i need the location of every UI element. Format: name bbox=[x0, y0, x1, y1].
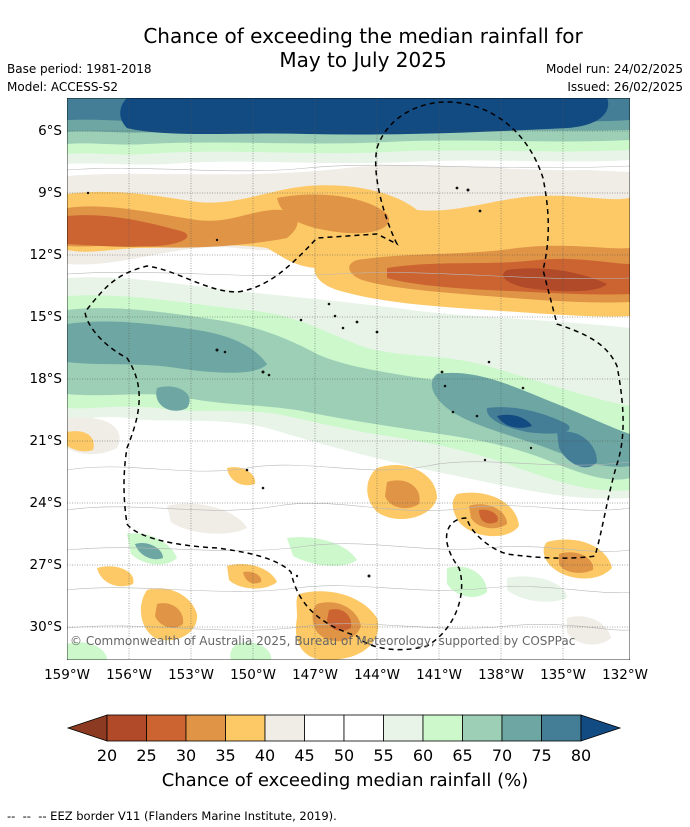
lon-label-153w: 153°W bbox=[168, 667, 214, 683]
colorbar-bin-above-80 bbox=[580, 714, 622, 742]
colorbar-bin-below-20 bbox=[66, 714, 108, 742]
colorbar-tick-75: 75 bbox=[531, 746, 552, 765]
eez-border bbox=[84, 101, 624, 651]
title-line-1: Chance of exceeding the median rainfall … bbox=[143, 24, 583, 48]
colorbar-tick-55: 55 bbox=[373, 746, 394, 765]
colorbar-label: Chance of exceeding median rainfall (%) bbox=[161, 770, 529, 791]
lat-label-15s: 15°S bbox=[29, 309, 63, 325]
lon-label-147w: 147°W bbox=[292, 667, 338, 683]
contour-lines bbox=[67, 164, 630, 631]
lon-label-132w: 132°W bbox=[602, 667, 648, 683]
lon-label-150w: 150°W bbox=[230, 667, 276, 683]
graticule bbox=[67, 98, 630, 660]
eez-legend: -- -- -- EEZ border V11 (Flanders Marine… bbox=[7, 809, 337, 823]
lat-label-18s: 18°S bbox=[29, 371, 63, 387]
lon-label-135w: 135°W bbox=[540, 667, 586, 683]
map-title: Chance of exceeding the median rainfall … bbox=[0, 24, 690, 72]
model-name: Model: ACCESS-S2 bbox=[7, 80, 119, 94]
colorbar-tick-20: 20 bbox=[96, 746, 118, 765]
colorbar-bin-20-25 bbox=[106, 714, 147, 742]
colorbar-bin-25-30 bbox=[146, 714, 187, 742]
base-period: Base period: 1981-2018 bbox=[7, 62, 152, 76]
dry-band bbox=[67, 165, 630, 317]
north-wet-band bbox=[67, 98, 630, 165]
colorbar-tick-70: 70 bbox=[491, 746, 513, 765]
lon-label-141w: 141°W bbox=[416, 667, 462, 683]
lat-label-6s: 6°S bbox=[38, 123, 62, 139]
rainfall-map: © Commonwealth of Australia 2025, Bureau… bbox=[67, 98, 630, 660]
lat-label-12s: 12°S bbox=[29, 247, 63, 263]
lat-label-24s: 24°S bbox=[29, 495, 63, 511]
colorbar-bin-55-60 bbox=[383, 714, 424, 742]
meta-left: Base period: 1981-2018 Model: ACCESS-S2 bbox=[7, 60, 152, 96]
lon-label-159w: 159°W bbox=[44, 667, 90, 683]
colorbar-tick-35: 35 bbox=[215, 746, 236, 765]
colorbar-bin-30-35 bbox=[185, 714, 226, 742]
meta-right: Model run: 24/02/2025 Issued: 26/02/2025 bbox=[546, 60, 683, 96]
colorbar-bin-60-65 bbox=[422, 714, 463, 742]
lat-label-27s: 27°S bbox=[29, 557, 63, 573]
lat-label-21s: 21°S bbox=[29, 433, 63, 449]
colorbar-tick-65: 65 bbox=[452, 746, 473, 765]
model-run: Model run: 24/02/2025 bbox=[545, 62, 683, 76]
colorbar-bin-70-75 bbox=[501, 714, 542, 742]
colorbar-tick-50: 50 bbox=[333, 746, 355, 765]
islands bbox=[86, 186, 533, 578]
colorbar-tick-30: 30 bbox=[175, 746, 197, 765]
colorbar-bin-65-70 bbox=[462, 714, 503, 742]
central-wet-region bbox=[67, 277, 630, 499]
lat-label-9s: 9°S bbox=[38, 185, 62, 201]
lat-label-30s: 30°S bbox=[29, 619, 63, 635]
colorbar-tick-45: 45 bbox=[294, 746, 315, 765]
colorbar-tick-80: 80 bbox=[570, 746, 592, 765]
colorbar-bin-35-40 bbox=[225, 714, 266, 742]
copyright-notice: © Commonwealth of Australia 2025, Bureau… bbox=[70, 634, 575, 648]
colorbar-bin-50-55 bbox=[343, 714, 384, 742]
colorbar-tick-40: 40 bbox=[254, 746, 276, 765]
colorbar-bin-75-80 bbox=[541, 714, 582, 742]
lon-label-144w: 144°W bbox=[354, 667, 400, 683]
lon-label-138w: 138°W bbox=[478, 667, 524, 683]
colorbar-tick-60: 60 bbox=[412, 746, 434, 765]
issued-date: Issued: 26/02/2025 bbox=[567, 80, 683, 94]
colorbar bbox=[66, 714, 622, 742]
lon-label-156w: 156°W bbox=[106, 667, 152, 683]
southern-patches bbox=[67, 417, 612, 660]
colorbar-bin-45-50 bbox=[304, 714, 345, 742]
colorbar-bin-40-45 bbox=[264, 714, 305, 742]
title-line-2: May to July 2025 bbox=[279, 48, 447, 72]
colorbar-tick-25: 25 bbox=[136, 746, 157, 765]
